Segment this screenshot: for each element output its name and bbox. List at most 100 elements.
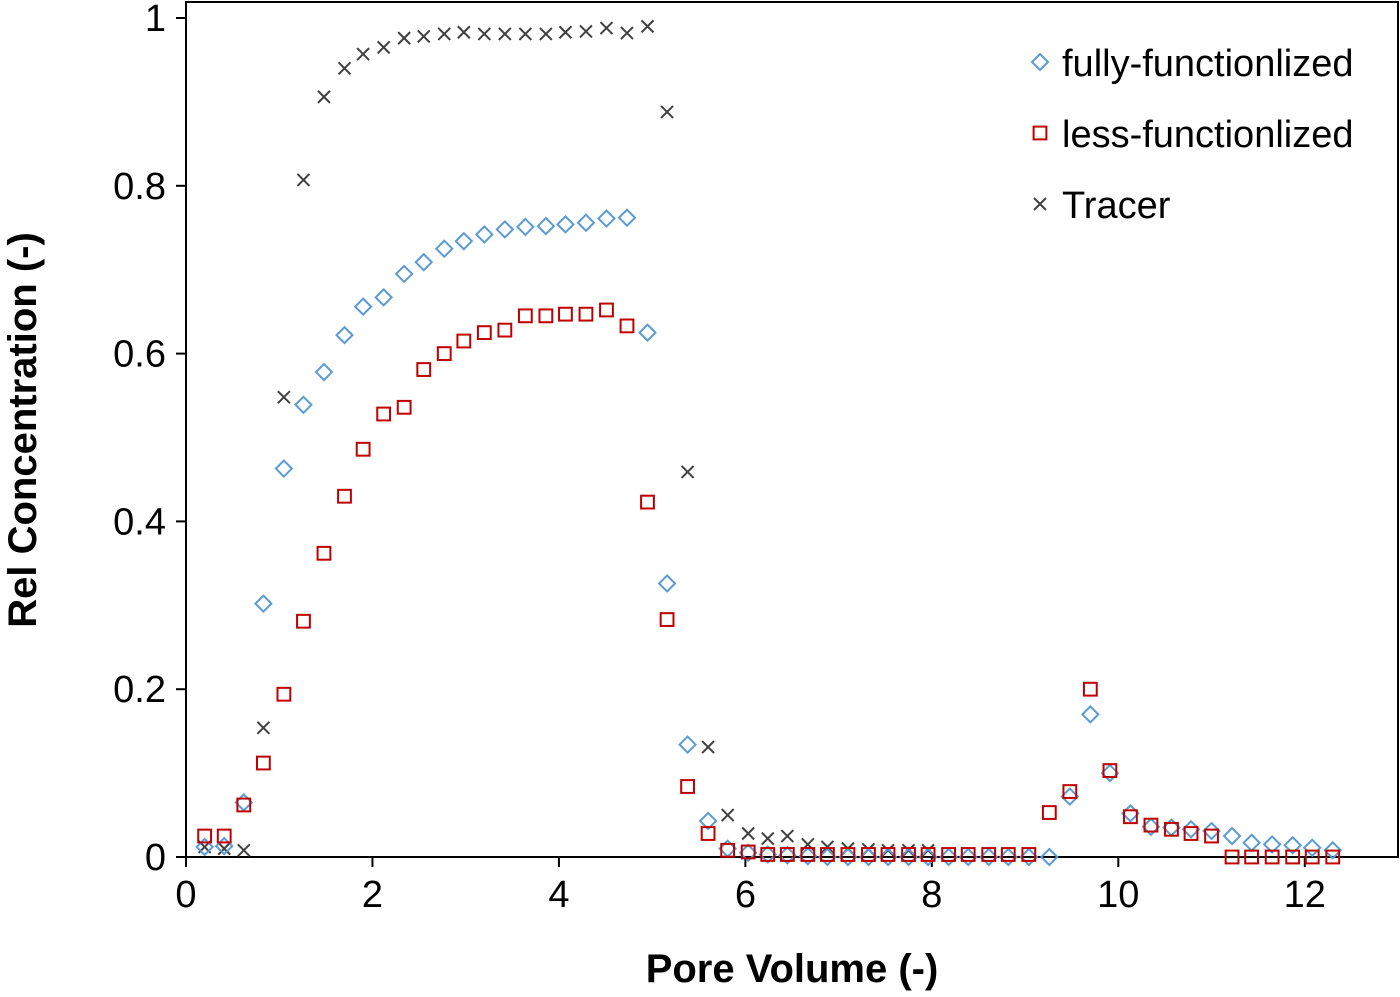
data-point-square <box>1143 817 1159 833</box>
y-tick-label: 0.8 <box>113 166 166 208</box>
data-point-diamond <box>536 216 556 236</box>
x-tick-label: 0 <box>175 874 196 916</box>
data-point-x <box>620 26 634 40</box>
data-point-diamond <box>294 395 313 415</box>
data-point-x <box>720 808 735 822</box>
data-point-square <box>981 847 997 862</box>
data-point-diamond <box>394 264 414 284</box>
legend-entry-fully-functionlized: fully-functionlized <box>1030 43 1353 85</box>
data-point-x <box>296 173 311 187</box>
data-point-square <box>760 847 776 862</box>
data-point-diamond <box>1242 833 1262 853</box>
data-point-diamond <box>1060 787 1080 807</box>
data-point-square <box>941 847 957 862</box>
series-x <box>197 19 935 857</box>
data-point-diamond <box>374 287 394 307</box>
data-point-diamond <box>777 845 797 865</box>
data-point-diamond <box>335 325 354 345</box>
data-point-x <box>579 24 593 39</box>
data-point-square <box>1032 125 1048 141</box>
data-point-square <box>779 847 795 862</box>
data-point-square <box>1102 763 1118 778</box>
y-axis-title: Rel Concentration (-) <box>1 232 45 628</box>
data-point-square <box>619 318 635 334</box>
data-point-x <box>477 27 492 41</box>
data-point-square <box>197 828 213 844</box>
legend-entry-tracer: Tracer <box>1033 185 1171 227</box>
data-point-square <box>1000 847 1016 862</box>
data-point-x <box>376 40 391 55</box>
data-point-x <box>217 841 231 856</box>
data-point-x <box>518 27 533 41</box>
data-point-diamond <box>818 847 837 867</box>
data-point-square <box>599 302 614 318</box>
data-point-diamond <box>678 735 697 754</box>
legend-marker-square <box>1032 125 1048 141</box>
data-point-square <box>1325 849 1341 865</box>
data-point-x <box>337 61 352 76</box>
data-point-diamond <box>1141 817 1161 837</box>
data-point-diamond <box>1039 847 1059 867</box>
y-tick-label: 1 <box>145 0 166 40</box>
data-point-diamond <box>638 323 657 343</box>
legend-label: less-functionlized <box>1062 114 1353 156</box>
series-square <box>197 302 1341 865</box>
data-point-diamond <box>576 213 596 233</box>
y-tick-label: 0.6 <box>113 334 166 376</box>
data-point-diamond <box>1019 847 1039 867</box>
data-point-diamond <box>515 217 535 237</box>
data-point-diamond <box>1262 835 1282 854</box>
data-point-x <box>599 21 614 35</box>
data-point-square <box>517 308 533 324</box>
data-point-square <box>640 494 655 510</box>
data-point-square <box>436 346 452 362</box>
x-axis: 0 2 4 6 8 10 12 <box>175 857 1326 916</box>
data-point-diamond <box>899 847 918 867</box>
x-tick-label: 12 <box>1284 874 1326 916</box>
data-point-diamond <box>657 574 677 593</box>
data-point-square <box>700 826 716 841</box>
data-point-diamond <box>1030 52 1050 72</box>
data-point-x <box>761 831 775 846</box>
data-point-diamond <box>979 847 999 867</box>
y-axis: 0 0.2 0.4 0.6 0.8 1 <box>113 0 186 879</box>
data-point-square <box>1285 849 1301 865</box>
data-point-diamond <box>1100 763 1120 783</box>
data-point-square <box>355 441 371 457</box>
data-point-square <box>538 308 554 324</box>
data-point-diamond <box>998 847 1018 867</box>
data-point-diamond <box>758 845 778 864</box>
data-point-diamond <box>454 231 474 251</box>
x-tick-label: 2 <box>362 874 383 916</box>
y-tick-label: 0 <box>145 837 166 879</box>
data-point-x <box>558 25 573 39</box>
data-point-x <box>660 105 674 119</box>
legend-entry-less-functionlized: less-functionlized <box>1032 114 1353 156</box>
data-point-diamond <box>1302 838 1322 858</box>
data-point-diamond <box>353 297 373 317</box>
data-point-square <box>800 847 816 862</box>
data-point-x <box>539 27 553 41</box>
data-point-square <box>337 488 352 504</box>
data-point-diamond <box>474 225 494 244</box>
y-tick-label: 0.2 <box>113 669 166 711</box>
data-point-x <box>780 829 795 843</box>
data-point-square <box>920 847 936 862</box>
data-point-square <box>1041 805 1057 820</box>
data-point-square <box>1164 821 1179 837</box>
data-point-x <box>397 31 411 45</box>
data-point-square <box>1224 849 1240 865</box>
data-point-diamond <box>939 847 959 867</box>
data-point-square <box>376 406 392 422</box>
data-point-square <box>720 842 736 858</box>
x-tick-label: 8 <box>921 874 942 916</box>
data-point-diamond <box>214 836 234 856</box>
data-point-square <box>558 306 573 322</box>
y-tick-label: 0.4 <box>113 501 166 543</box>
data-point-square <box>276 686 292 702</box>
data-point-diamond <box>195 837 215 857</box>
data-point-diamond <box>253 594 273 614</box>
legend: fully-functionlized less-functionlized T… <box>1030 43 1353 227</box>
series-layer <box>195 19 1343 867</box>
